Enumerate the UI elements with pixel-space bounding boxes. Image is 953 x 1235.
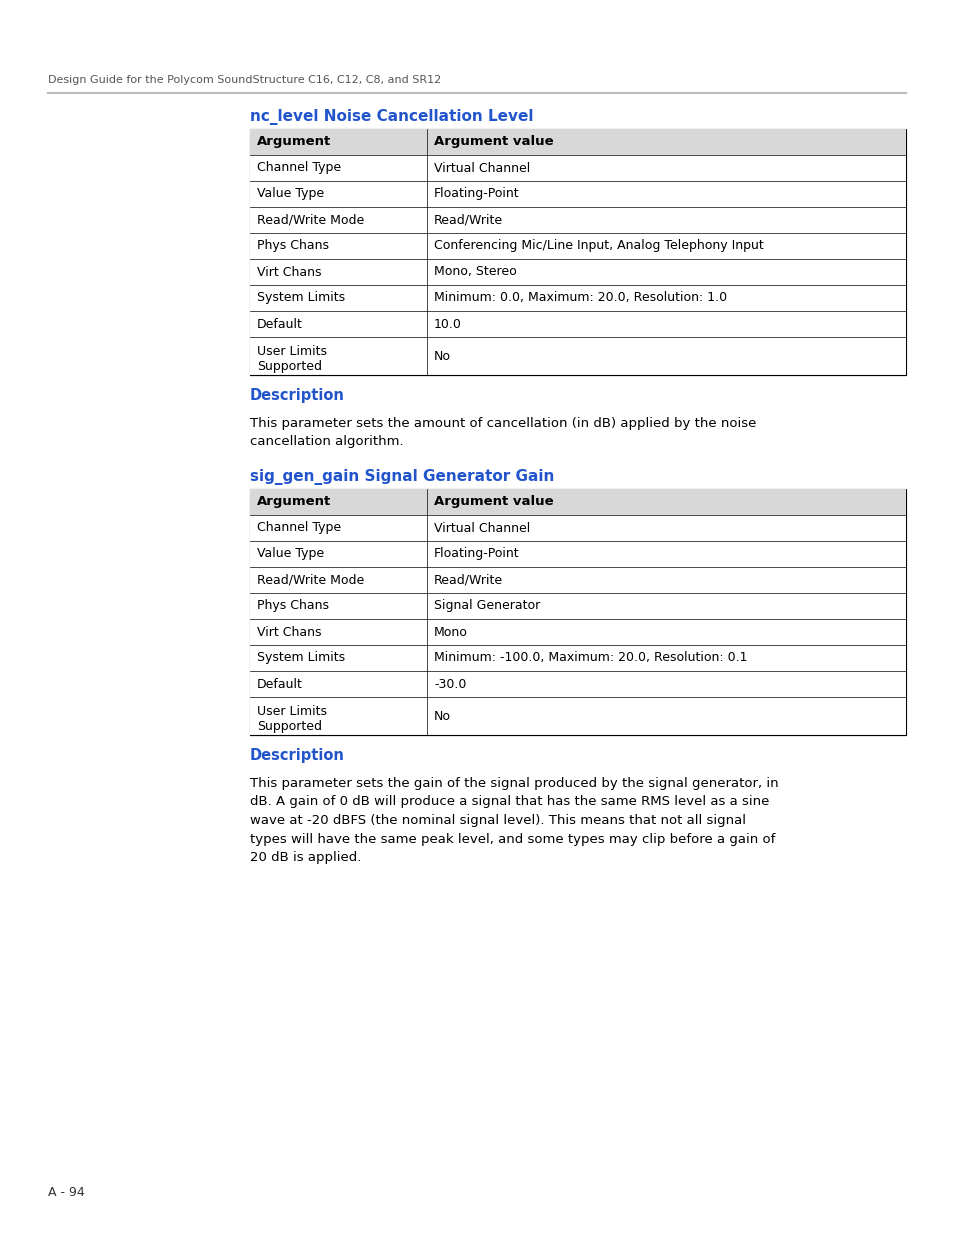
Text: Read/Write: Read/Write [434, 214, 503, 226]
Text: No: No [434, 350, 451, 363]
Text: Mono: Mono [434, 625, 468, 638]
Bar [250, 259, 905, 285]
Text: nc_level Noise Cancellation Level: nc_level Noise Cancellation Level [250, 109, 533, 125]
Text: Virt Chans: Virt Chans [256, 625, 321, 638]
Bar [250, 233, 905, 259]
Bar [250, 593, 905, 619]
Bar [250, 619, 905, 645]
Text: Default: Default [256, 678, 302, 690]
Bar [250, 671, 905, 697]
Text: Argument value: Argument value [434, 136, 553, 148]
Text: Floating-Point: Floating-Point [434, 547, 519, 561]
Text: Value Type: Value Type [256, 188, 324, 200]
Text: Minimum: -100.0, Maximum: 20.0, Resolution: 0.1: Minimum: -100.0, Maximum: 20.0, Resoluti… [434, 652, 747, 664]
Bar [250, 128, 905, 156]
Bar [250, 645, 905, 671]
Text: Value Type: Value Type [256, 547, 324, 561]
Bar [250, 311, 905, 337]
Text: This parameter sets the gain of the signal produced by the signal generator, in
: This parameter sets the gain of the sign… [250, 777, 778, 864]
Text: Argument value: Argument value [434, 495, 553, 509]
Bar [250, 489, 905, 515]
Text: sig_gen_gain Signal Generator Gain: sig_gen_gain Signal Generator Gain [250, 469, 554, 485]
Text: System Limits: System Limits [256, 291, 345, 305]
Text: Channel Type: Channel Type [256, 521, 341, 535]
Text: Description: Description [250, 748, 345, 763]
Text: Description: Description [250, 388, 345, 403]
Text: Default: Default [256, 317, 302, 331]
Text: Read/Write Mode: Read/Write Mode [256, 214, 364, 226]
Text: Argument: Argument [256, 495, 331, 509]
Text: No: No [434, 709, 451, 722]
Bar [250, 541, 905, 567]
Text: Signal Generator: Signal Generator [434, 599, 539, 613]
Text: 10.0: 10.0 [434, 317, 461, 331]
Bar [250, 515, 905, 541]
Text: Conferencing Mic/Line Input, Analog Telephony Input: Conferencing Mic/Line Input, Analog Tele… [434, 240, 763, 252]
Text: Virtual Channel: Virtual Channel [434, 521, 530, 535]
Text: User Limits
Supported: User Limits Supported [256, 345, 327, 373]
Bar [250, 156, 905, 182]
Text: Minimum: 0.0, Maximum: 20.0, Resolution: 1.0: Minimum: 0.0, Maximum: 20.0, Resolution:… [434, 291, 726, 305]
Text: Phys Chans: Phys Chans [256, 240, 329, 252]
Text: This parameter sets the amount of cancellation (in dB) applied by the noise
canc: This parameter sets the amount of cancel… [250, 417, 756, 448]
Bar [250, 337, 905, 375]
Text: Floating-Point: Floating-Point [434, 188, 519, 200]
Text: System Limits: System Limits [256, 652, 345, 664]
Text: Virtual Channel: Virtual Channel [434, 162, 530, 174]
Text: User Limits
Supported: User Limits Supported [256, 705, 327, 734]
Bar [250, 182, 905, 207]
Bar [250, 207, 905, 233]
Bar [250, 697, 905, 735]
Bar [250, 567, 905, 593]
Text: Virt Chans: Virt Chans [256, 266, 321, 279]
Bar [250, 128, 905, 375]
Text: Phys Chans: Phys Chans [256, 599, 329, 613]
Text: Design Guide for the Polycom SoundStructure C16, C12, C8, and SR12: Design Guide for the Polycom SoundStruct… [48, 75, 441, 85]
Text: Channel Type: Channel Type [256, 162, 341, 174]
Text: Mono, Stereo: Mono, Stereo [434, 266, 517, 279]
Text: Read/Write Mode: Read/Write Mode [256, 573, 364, 587]
Bar [250, 489, 905, 735]
Text: A - 94: A - 94 [48, 1187, 85, 1199]
Text: -30.0: -30.0 [434, 678, 466, 690]
Text: Argument: Argument [256, 136, 331, 148]
Text: Read/Write: Read/Write [434, 573, 503, 587]
Bar [250, 285, 905, 311]
